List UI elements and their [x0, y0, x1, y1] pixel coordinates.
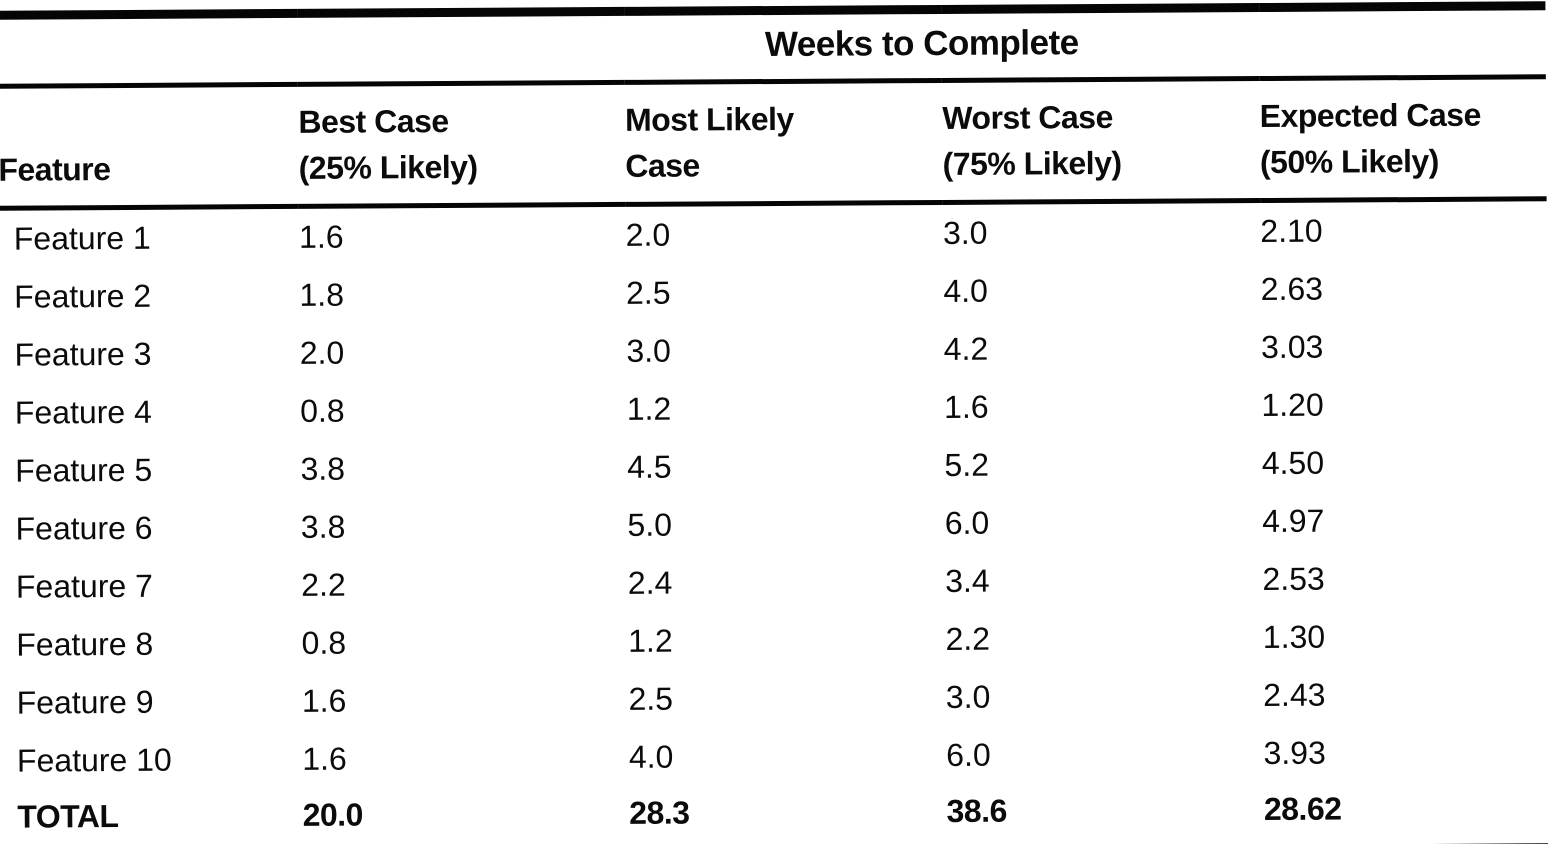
cell-expected-case: 2.53: [1262, 560, 1325, 598]
cell-worst-case: 3.0: [942, 214, 988, 252]
table-row: Feature 6 3.8 5.0 6.0 4.97: [0, 491, 1548, 558]
cell-feature: Feature 9: [16, 684, 154, 721]
cell-expected-case: 4.50: [1261, 444, 1325, 482]
column-header-sublabel: (50% Likely): [1259, 143, 1440, 181]
cell-most-likely: 1.2: [628, 622, 673, 660]
cell-most-likely: 2.5: [625, 274, 671, 312]
table-row: Feature 5 3.8 4.5 5.2 4.50: [0, 433, 1548, 500]
cell-worst-case: 6.0: [944, 504, 990, 542]
cell-most-likely: 3.0: [626, 332, 672, 370]
cell-expected-case: 2.10: [1260, 212, 1323, 250]
cell-most-likely: 4.0: [628, 738, 674, 776]
column-header-sublabel: (25% Likely): [298, 149, 478, 187]
column-header-label: Worst Case: [942, 98, 1113, 136]
cell-feature: Feature 7: [15, 568, 154, 605]
cell-best-case: 1.6: [301, 682, 347, 720]
cell-best-case: 3.8: [300, 450, 346, 488]
cell-total-best-case: 20.0: [302, 796, 364, 834]
cell-worst-case: 2.2: [945, 620, 991, 658]
table-row: Feature 9 1.6 2.5 3.0 2.43: [1, 665, 1548, 732]
cell-feature: Feature 10: [16, 741, 172, 779]
table-total-row: TOTAL 20.0 28.3 38.6 28.62: [2, 781, 1548, 844]
cell-feature: Feature 6: [15, 510, 153, 547]
column-header-label: Most Likely: [624, 100, 794, 138]
table-row: Feature 4 0.8 1.2 1.6 1.20: [0, 375, 1548, 442]
cell-worst-case: 4.0: [943, 272, 988, 310]
column-header-most-likely-case: Most Likely Case: [624, 80, 943, 205]
spanning-header-spacer: [0, 13, 299, 87]
table-row: Feature 2 1.8 2.5 4.0 2.63: [0, 259, 1547, 326]
table-row: Feature 1 1.6 2.0 3.0 2.10: [0, 199, 1547, 269]
cell-worst-case: 1.6: [943, 388, 989, 426]
cell-expected-case: 3.93: [1263, 734, 1326, 772]
cell-most-likely: 4.5: [627, 448, 672, 486]
column-header-row: Feature Best Case (25% Likely) Most Like…: [0, 76, 1547, 209]
cell-most-likely: 5.0: [627, 506, 673, 544]
cell-most-likely: 2.0: [625, 216, 671, 254]
cell-most-likely: 2.4: [627, 564, 673, 602]
cell-feature: Feature 8: [16, 626, 154, 663]
table-row: Feature 8 0.8 1.2 2.2 1.30: [1, 607, 1548, 674]
cell-best-case: 0.8: [300, 392, 345, 430]
table-title: Weeks to Complete: [297, 5, 1546, 85]
cell-feature: Feature 1: [13, 220, 151, 257]
table-row: Feature 10 1.6 4.0 6.0 3.93: [2, 723, 1548, 790]
cell-feature: Feature 4: [14, 394, 152, 431]
cell-feature: Feature 5: [15, 452, 153, 489]
cell-best-case: 2.0: [299, 334, 345, 372]
cell-total-label: TOTAL: [17, 798, 119, 835]
cell-total-most-likely: 28.3: [629, 794, 690, 832]
column-header-sublabel: (75% Likely): [942, 145, 1122, 183]
cell-worst-case: 3.4: [945, 562, 990, 600]
table-row: Feature 7 2.2 2.4 3.4 2.53: [1, 549, 1548, 616]
cell-feature: Feature 3: [14, 336, 152, 373]
cell-worst-case: 4.2: [943, 330, 989, 368]
cell-expected-case: 1.30: [1262, 618, 1326, 656]
cell-best-case: 2.2: [301, 566, 346, 604]
column-header-best-case: Best Case (25% Likely): [298, 82, 626, 207]
cell-best-case: 0.8: [301, 624, 347, 662]
column-header-expected-case: Expected Case (50% Likely): [1259, 76, 1547, 201]
cell-total-expected-case: 28.62: [1263, 790, 1342, 828]
cell-expected-case: 3.03: [1260, 328, 1324, 366]
column-header-label: Feature: [0, 151, 111, 189]
cell-most-likely: 1.2: [626, 390, 672, 428]
cell-expected-case: 4.97: [1262, 502, 1325, 540]
column-header-label: Expected Case: [1259, 96, 1481, 135]
cell-best-case: 3.8: [300, 508, 346, 546]
cell-best-case: 1.6: [302, 740, 347, 778]
column-header-worst-case: Worst Case (75% Likely): [942, 78, 1261, 203]
cell-worst-case: 3.0: [945, 678, 991, 716]
cell-expected-case: 2.43: [1263, 676, 1326, 714]
column-header-label: Best Case: [298, 102, 449, 140]
cell-best-case: 1.6: [298, 218, 344, 256]
spanning-header-row: Weeks to Complete: [0, 5, 1546, 87]
cell-expected-case: 1.20: [1261, 386, 1324, 424]
cell-total-worst-case: 38.6: [946, 792, 1007, 830]
cell-feature: Feature 2: [14, 278, 152, 315]
cell-best-case: 1.8: [299, 276, 345, 314]
cell-worst-case: 5.2: [944, 446, 990, 484]
column-header-sublabel: Case: [625, 147, 700, 185]
cell-most-likely: 2.5: [628, 680, 674, 718]
cell-worst-case: 6.0: [946, 736, 991, 774]
table-row: Feature 3 2.0 3.0 4.2 3.03: [0, 317, 1548, 384]
column-header-feature: Feature: [0, 84, 299, 209]
cell-expected-case: 2.63: [1260, 270, 1324, 308]
